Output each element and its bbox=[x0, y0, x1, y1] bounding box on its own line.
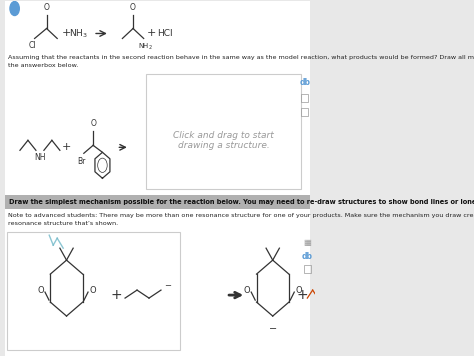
Text: O: O bbox=[296, 286, 302, 295]
Text: HCl: HCl bbox=[157, 29, 173, 38]
Bar bbox=[310, 0, 315, 356]
Text: resonance structure that’s shown.: resonance structure that’s shown. bbox=[8, 221, 118, 226]
Text: Assuming that the reactants in the second reaction behave in the same way as the: Assuming that the reactants in the secon… bbox=[8, 56, 474, 61]
Text: O: O bbox=[44, 2, 49, 11]
Text: NH: NH bbox=[34, 153, 46, 162]
Text: O: O bbox=[130, 2, 136, 11]
Text: +: + bbox=[147, 28, 156, 38]
Text: db: db bbox=[299, 78, 310, 88]
Bar bbox=[5, 195, 310, 209]
Text: −: − bbox=[164, 282, 171, 290]
Bar bbox=[0, 0, 5, 356]
Circle shape bbox=[10, 1, 19, 16]
Text: Draw the simplest mechanism possible for the reaction below. You may need to re-: Draw the simplest mechanism possible for… bbox=[9, 199, 474, 205]
Bar bbox=[304, 265, 310, 273]
Bar bbox=[301, 94, 308, 103]
Text: −: − bbox=[269, 324, 277, 334]
Text: ▦: ▦ bbox=[303, 238, 311, 247]
Bar bbox=[7, 232, 180, 350]
Bar bbox=[146, 74, 301, 189]
Text: the answerbox below.: the answerbox below. bbox=[8, 63, 78, 68]
Text: NH$_2$: NH$_2$ bbox=[138, 41, 153, 52]
Text: Note to advanced students: There may be more than one resonance structure for on: Note to advanced students: There may be … bbox=[8, 213, 474, 218]
Bar bbox=[301, 108, 308, 116]
Text: O: O bbox=[90, 119, 96, 129]
Text: Click and drag to start: Click and drag to start bbox=[173, 131, 274, 140]
Text: O: O bbox=[243, 286, 250, 295]
Text: +: + bbox=[62, 28, 71, 38]
Text: Br: Br bbox=[78, 157, 86, 166]
Text: +: + bbox=[62, 142, 71, 152]
Text: +: + bbox=[110, 288, 122, 302]
Text: O: O bbox=[37, 286, 44, 295]
Text: O: O bbox=[90, 286, 96, 295]
Text: db: db bbox=[302, 252, 313, 261]
Text: drawing a structure.: drawing a structure. bbox=[178, 141, 269, 150]
Text: +: + bbox=[297, 288, 309, 302]
Text: NH$_3$: NH$_3$ bbox=[69, 27, 88, 40]
Text: Cl: Cl bbox=[28, 41, 36, 51]
